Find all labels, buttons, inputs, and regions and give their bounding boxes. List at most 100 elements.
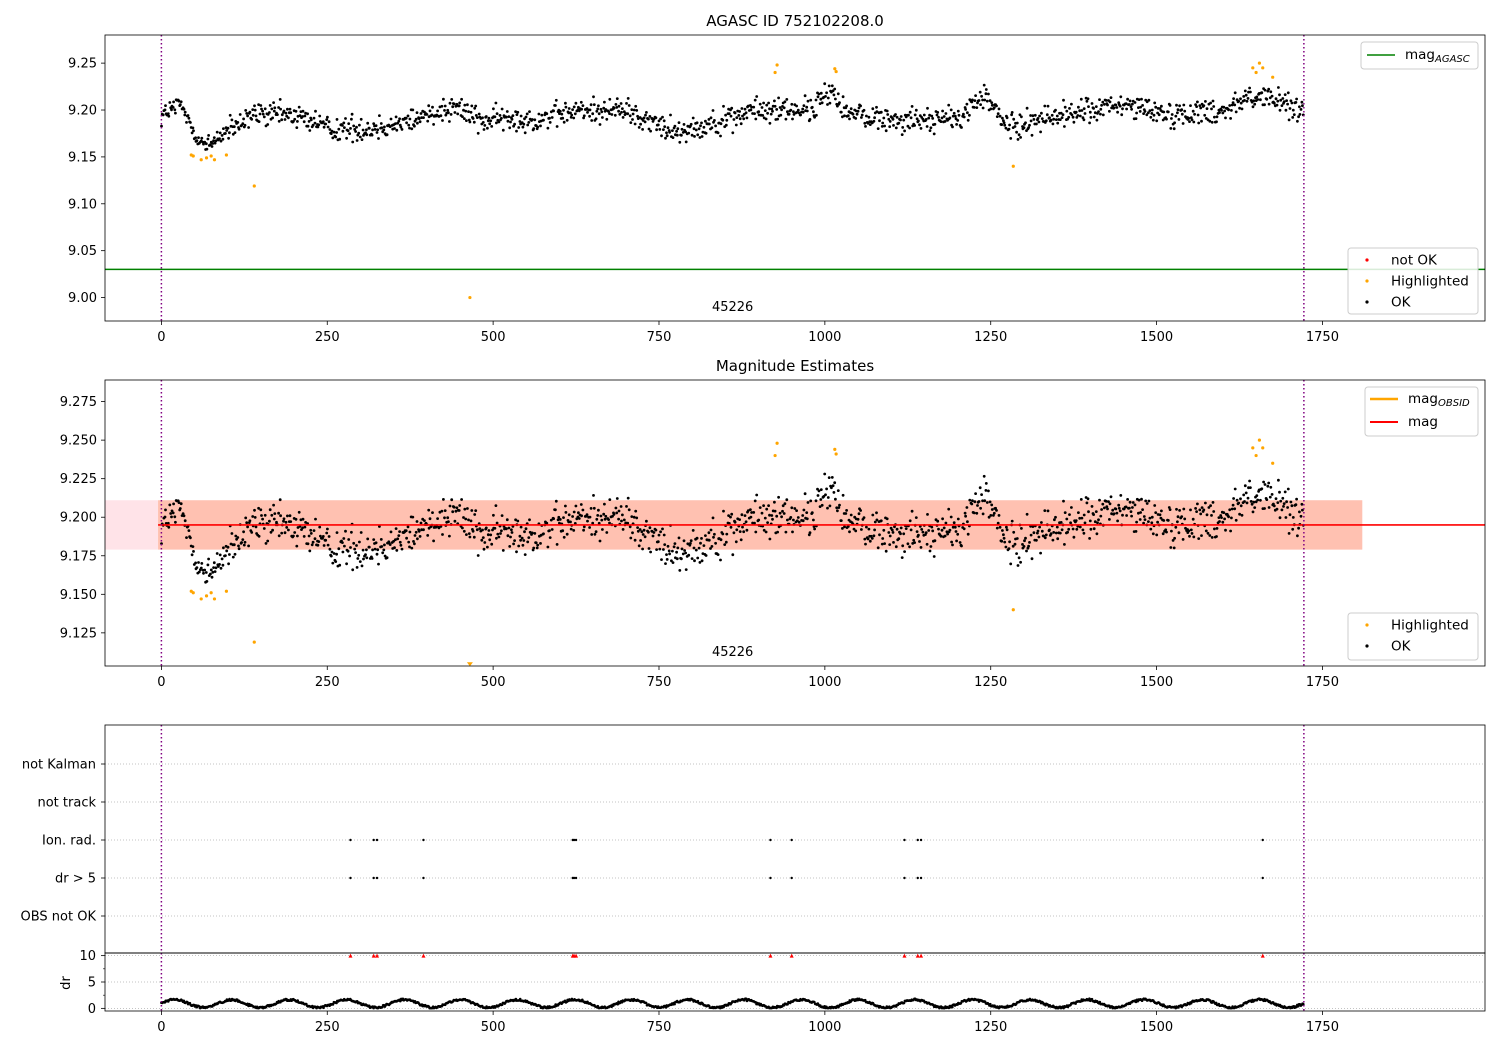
ok-point [212,566,216,569]
ok-point [729,114,733,118]
ok-point [558,521,561,525]
ok-point [170,108,173,112]
ok-point [666,126,670,130]
ok-point [478,527,482,530]
ok-point [1299,514,1303,518]
ok-point [1080,109,1084,112]
ok-point [693,135,696,138]
highlighted-point [204,594,209,598]
ok-point [1172,546,1176,550]
ok-point [1297,526,1300,530]
ok-point [659,117,662,121]
ok-point [971,98,974,102]
ok-point [1054,118,1058,121]
ok-point [668,130,671,134]
ok-point [626,112,630,116]
ok-point [313,537,317,541]
ok-point [1106,103,1109,107]
legend-point-swatch [1365,644,1369,648]
x-tick-label: 0 [157,330,165,345]
ok-point [1039,551,1042,555]
ok-point [785,98,789,101]
ok-point [1239,504,1243,508]
ok-point [497,535,501,539]
ok-point [1114,507,1118,511]
ok-point [1244,491,1248,495]
ok-point [1130,514,1133,518]
ok-point [1274,497,1278,500]
ok-point [1046,509,1050,513]
ok-point [408,126,411,130]
ok-point [466,507,469,510]
ok-point [610,113,614,116]
ok-point [271,116,274,120]
ok-point [299,110,303,113]
ok-point [930,114,934,118]
ok-point [1239,97,1242,101]
ok-point [854,117,858,120]
ok-point [617,104,621,108]
ok-point [900,133,904,137]
ok-point [897,121,901,125]
ok-point [773,500,776,504]
ok-point [1281,97,1285,100]
ok-point [984,88,988,91]
ok-point [342,121,346,125]
ok-point [569,115,573,119]
ok-point [1276,501,1280,504]
ok-point [1267,102,1271,106]
ok-point [657,119,661,123]
ok-point [564,101,567,105]
y-tick-label: 9.00 [68,291,97,306]
ok-point [212,561,216,565]
ok-point [395,549,399,552]
ok-point [463,507,467,511]
flag-event-point [769,876,772,880]
ok-point [641,547,644,551]
ok-point [469,519,473,523]
ok-point [785,498,789,502]
ok-point [207,134,211,137]
ok-point [191,126,195,130]
ok-point [1291,108,1295,112]
flag-category-label: not track [37,796,96,811]
ok-point [1168,104,1172,107]
ok-point [242,543,246,547]
ok-point [1068,107,1071,110]
ok-point [792,110,795,114]
ok-point [652,117,656,121]
ok-point [238,113,242,116]
ok-point [1015,130,1018,134]
ok-point [612,106,616,110]
ok-point [940,116,944,120]
ok-point [1164,528,1168,532]
ok-point [284,520,288,524]
ok-point [1015,121,1019,125]
ok-point [359,531,363,534]
ok-point [761,114,765,117]
ok-point [1142,112,1145,115]
ok-point [1209,101,1212,105]
ok-point [787,112,791,116]
ok-point [1180,108,1184,112]
ok-point [956,119,960,122]
ok-point [1151,118,1155,122]
ok-point [307,120,311,123]
ok-point [1208,119,1212,123]
ok-point [955,123,958,126]
ok-point [232,125,236,129]
ok-point [1126,97,1129,101]
ok-point [253,108,257,112]
ok-point [1299,108,1303,111]
ok-point [1099,112,1102,116]
ok-point [224,132,227,135]
ok-point [1269,90,1273,94]
ok-point [946,532,949,536]
ok-point [1165,117,1168,121]
ok-point [1046,104,1050,108]
ok-point [823,82,827,86]
ok-point [926,513,929,516]
ok-point [1243,99,1246,102]
